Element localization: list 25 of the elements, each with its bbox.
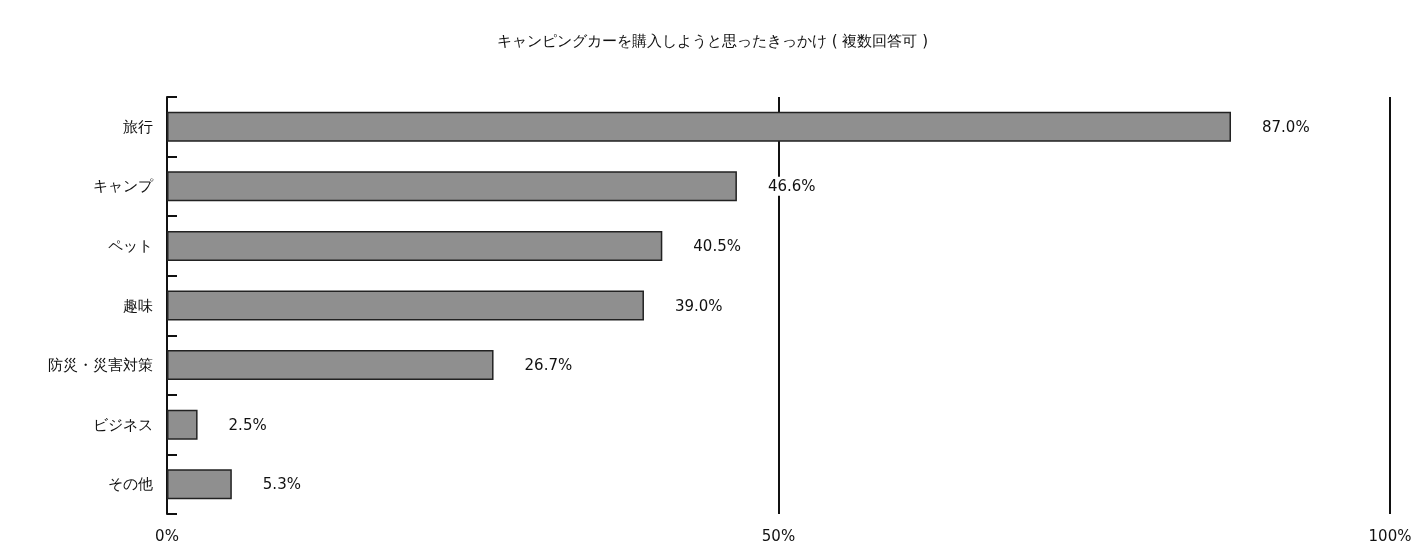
bar: [167, 290, 644, 321]
y-tick-label: 防災・災害対策: [48, 356, 153, 375]
y-tick-label: ビジネス: [93, 415, 153, 434]
bar: [167, 111, 1232, 142]
y-tick-label: キャンプ: [93, 177, 154, 196]
x-tick-label: 0%: [155, 526, 179, 545]
data-label: 40.5%: [693, 236, 741, 255]
bar: [167, 171, 737, 202]
data-label: 39.0%: [674, 296, 723, 315]
bar: [167, 230, 663, 261]
bar: [167, 350, 494, 381]
data-label: 5.3%: [262, 475, 301, 494]
x-tick-label: 100%: [1368, 526, 1412, 545]
data-label: 46.6%: [767, 177, 816, 196]
data-label: 2.5%: [228, 415, 267, 434]
data-label: 26.7%: [524, 356, 573, 375]
chart-title: キャンピングカーを購入しようと思ったきっかけ ( 複数回答可 ): [496, 31, 929, 50]
bar: [167, 409, 198, 440]
x-tick-label: 50%: [761, 526, 796, 545]
y-tick-label: 旅行: [123, 117, 153, 136]
bar: [167, 469, 232, 500]
data-label: 87.0%: [1262, 117, 1310, 136]
y-tick-label: 趣味: [123, 296, 153, 315]
y-tick-label: ペット: [108, 236, 153, 255]
y-tick-label: その他: [108, 475, 153, 494]
